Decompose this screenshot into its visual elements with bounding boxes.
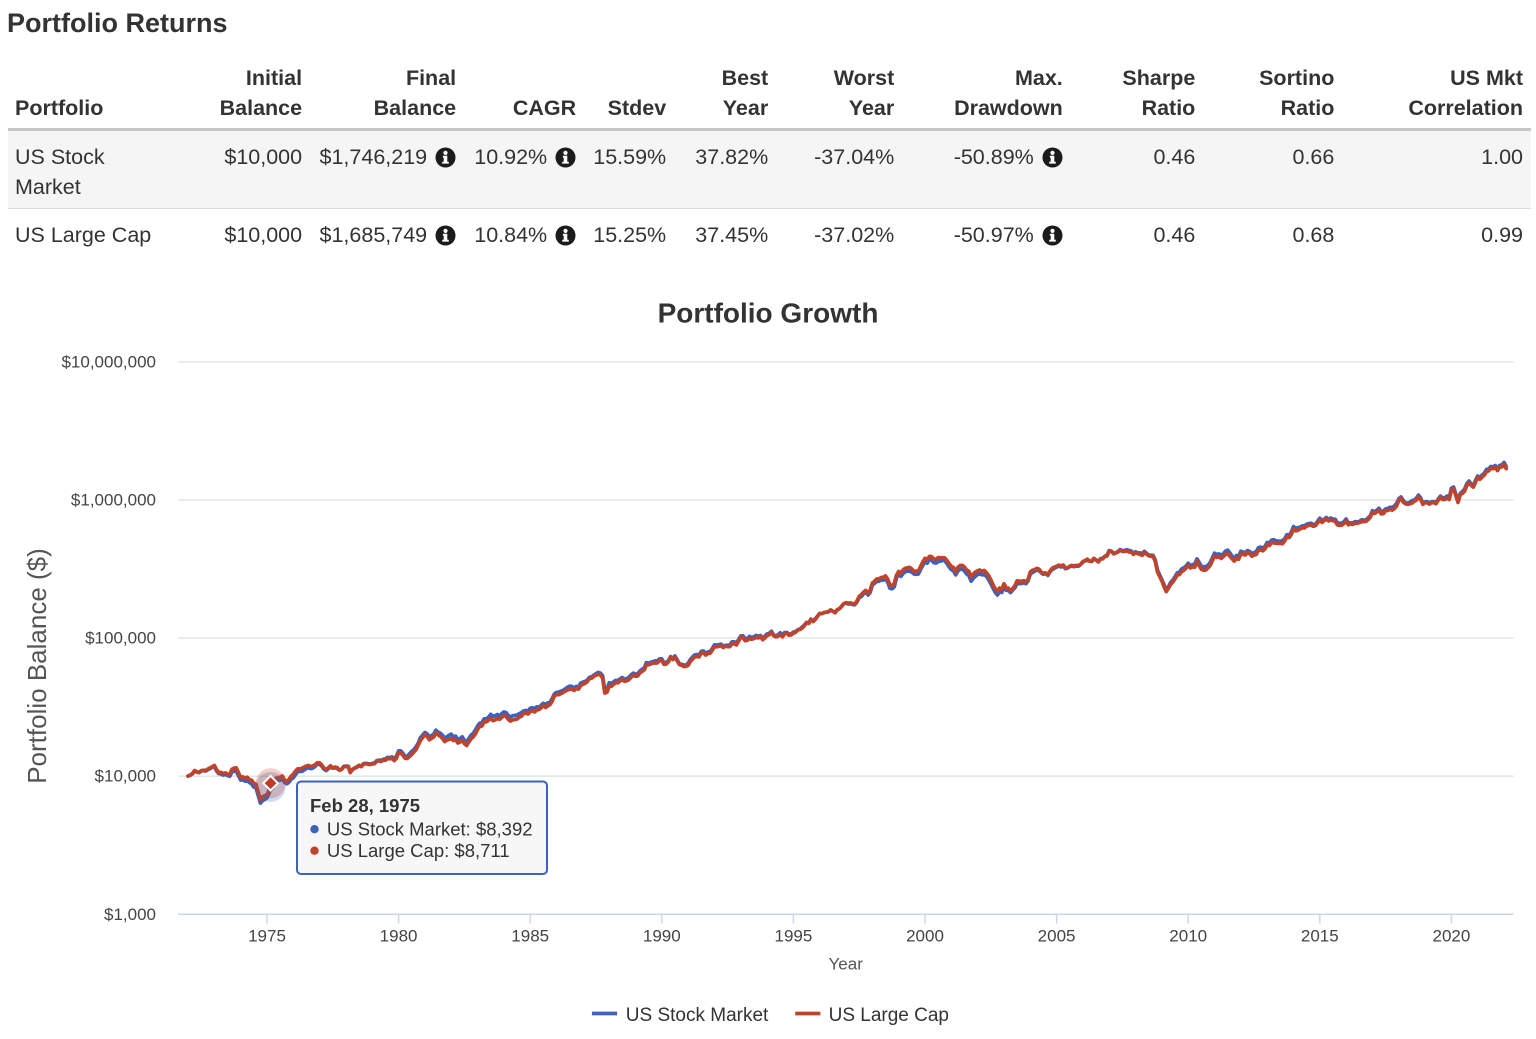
svg-text:$1,000,000: $1,000,000 — [71, 490, 156, 509]
svg-text:Year: Year — [829, 955, 864, 974]
svg-text:2000: 2000 — [906, 927, 944, 946]
svg-text:2015: 2015 — [1301, 927, 1339, 946]
svg-text:US Stock Market: US Stock Market — [626, 1005, 769, 1026]
svg-text:2010: 2010 — [1169, 927, 1207, 946]
svg-text:Portfolio Balance ($): Portfolio Balance ($) — [22, 548, 52, 784]
svg-text:1980: 1980 — [380, 927, 418, 946]
svg-text:US Large Cap: US Large Cap — [829, 1005, 949, 1026]
svg-text:US Stock Market: $8,392: US Stock Market: $8,392 — [327, 818, 533, 839]
svg-text:2020: 2020 — [1432, 927, 1470, 946]
svg-text:1990: 1990 — [643, 927, 681, 946]
svg-text:US Large Cap: $8,711: US Large Cap: $8,711 — [327, 840, 510, 861]
svg-text:$10,000: $10,000 — [95, 767, 156, 786]
svg-text:1975: 1975 — [248, 927, 286, 946]
svg-text:Feb 28, 1975: Feb 28, 1975 — [310, 795, 420, 816]
svg-text:2005: 2005 — [1038, 927, 1076, 946]
svg-text:Portfolio Growth: Portfolio Growth — [658, 297, 879, 328]
svg-text:$100,000: $100,000 — [85, 629, 156, 648]
svg-text:1985: 1985 — [511, 927, 549, 946]
svg-text:$1,000: $1,000 — [104, 905, 156, 924]
svg-text:$10,000,000: $10,000,000 — [61, 352, 156, 371]
svg-text:1995: 1995 — [774, 927, 812, 946]
